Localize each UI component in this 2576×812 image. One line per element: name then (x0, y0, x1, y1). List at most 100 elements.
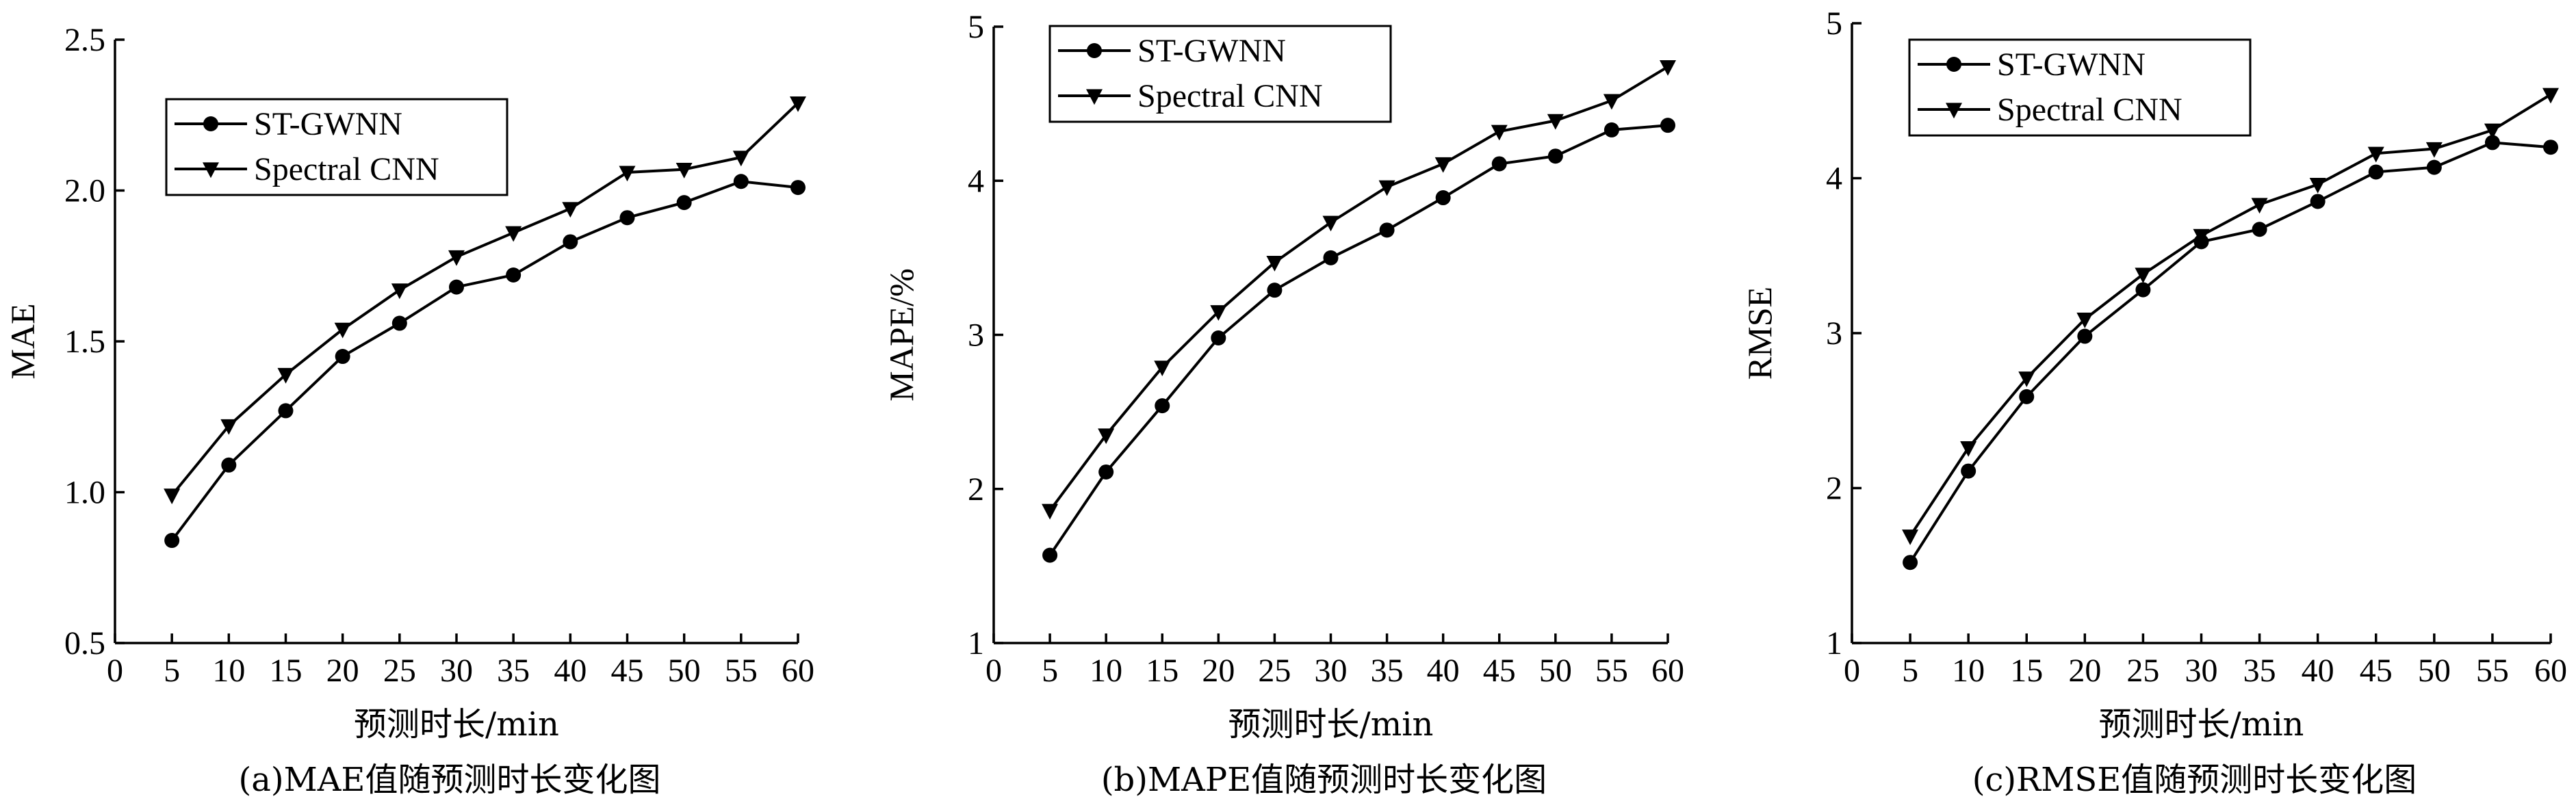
x-tick-label: 10 (212, 653, 245, 689)
data-point-st-gwnn (2368, 164, 2384, 180)
x-tick-label: 0 (1844, 653, 1860, 689)
data-point-spectral-cnn (164, 488, 181, 505)
legend: ST-GWNN Spectral CNN (1908, 38, 2252, 137)
legend-box (1908, 38, 2252, 137)
data-point-st-gwnn (335, 349, 350, 365)
y-tick-label: 2.5 (64, 22, 105, 58)
x-tick-label: 45 (611, 653, 644, 689)
series-line-st-gwnn (1909, 141, 2551, 564)
data-point-spectral-cnn (2484, 123, 2501, 140)
x-tick-label: 50 (2418, 653, 2451, 689)
legend: ST-GWNN Spectral CNN (165, 98, 508, 196)
x-tick-label: 50 (668, 653, 701, 689)
x-tick-label: 35 (2243, 653, 2276, 689)
chart-caption: (a)MAE值随预测时长变化图 (239, 761, 661, 799)
series-line-st-gwnn (170, 180, 799, 542)
x-tick-label: 25 (383, 653, 416, 689)
data-point-spectral-cnn (1960, 441, 1977, 457)
data-point-spectral-cnn (675, 163, 693, 179)
data-point-spectral-cnn (1378, 180, 1395, 196)
data-point-st-gwnn (563, 234, 578, 250)
data-point-st-gwnn (733, 174, 749, 189)
data-point-st-gwnn (1211, 330, 1226, 346)
y-tick-label: 3 (1826, 315, 1842, 352)
data-point-spectral-cnn (1210, 305, 1227, 321)
data-point-spectral-cnn (1154, 361, 1171, 377)
legend-label: Spectral CNN (1137, 78, 1323, 114)
x-tick-label: 30 (2185, 653, 2218, 689)
x-tick-label: 40 (2302, 653, 2334, 689)
data-point-spectral-cnn (2193, 228, 2210, 245)
y-tick-label: 5 (1826, 5, 1842, 42)
x-tick-label: 0 (107, 653, 123, 689)
data-point-spectral-cnn (1547, 114, 1564, 130)
data-point-spectral-cnn (1434, 157, 1452, 173)
data-point-spectral-cnn (1266, 256, 1283, 272)
chart-panel-rmse: 0 5 10 15 20 25 30 35 40 45 50 55 60 1 2 3 4 5 RMSE 预测时长/mi… (1716, 0, 2575, 812)
data-point-st-gwnn (2310, 194, 2326, 209)
y-tick-label: 0.5 (64, 625, 105, 662)
data-point-st-gwnn (676, 195, 692, 211)
y-axis-title: MAE (3, 303, 42, 379)
x-tick-label: 55 (725, 653, 758, 689)
data-point-st-gwnn (221, 457, 237, 473)
x-tick-label: 35 (1371, 653, 1404, 689)
x-tick-label: 20 (326, 653, 359, 689)
x-tick-label: 50 (1539, 653, 1572, 689)
x-axis-title: 预测时长/min (2099, 705, 2304, 744)
x-tick-label: 20 (2068, 653, 2101, 689)
legend-label: Spectral CNN (1997, 92, 2182, 128)
x-tick-label: 0 (986, 653, 1002, 689)
x-tick-label: 15 (1146, 653, 1178, 689)
data-point-spectral-cnn (1603, 94, 1620, 110)
data-point-spectral-cnn (1322, 215, 1339, 232)
data-point-st-gwnn (1042, 547, 1058, 563)
x-tick-label: 35 (497, 653, 530, 689)
data-point-spectral-cnn (220, 419, 237, 435)
data-point-st-gwnn (278, 403, 294, 419)
data-point-spectral-cnn (1042, 503, 1059, 520)
series-line-spectral-cnn (1909, 93, 2552, 537)
x-tick-label: 5 (164, 653, 180, 689)
data-point-st-gwnn (2426, 159, 2442, 175)
x-tick-label: 5 (1042, 653, 1058, 689)
x-tick-label: 20 (1202, 653, 1235, 689)
data-point-st-gwnn (790, 180, 806, 196)
data-point-st-gwnn (1098, 464, 1114, 480)
x-tick-label: 60 (1651, 653, 1684, 689)
data-point-st-gwnn (1155, 398, 1170, 414)
y-axis-title: RMSE (1740, 287, 1779, 380)
x-tick-label: 40 (554, 653, 587, 689)
x-tick-label: 30 (440, 653, 473, 689)
series-line-st-gwnn (1048, 124, 1669, 556)
data-point-st-gwnn (391, 315, 407, 331)
x-tick-label: 40 (1427, 653, 1460, 689)
y-tick-label: 5 (968, 9, 984, 45)
data-point-st-gwnn (1435, 190, 1451, 206)
legend-marker-circle (1946, 57, 1961, 72)
data-point-st-gwnn (1491, 156, 1507, 172)
legend-box (165, 98, 508, 196)
x-tick-label: 15 (270, 653, 302, 689)
y-axis-title: MAPE/% (882, 268, 920, 401)
x-tick-label: 60 (782, 653, 814, 689)
x-tick-label: 10 (1952, 653, 1985, 689)
legend-marker-circle (1087, 43, 1102, 58)
x-tick-label: 10 (1090, 653, 1122, 689)
data-point-spectral-cnn (277, 367, 294, 384)
data-point-st-gwnn (2484, 135, 2500, 150)
x-tick-label: 55 (2476, 653, 2509, 689)
data-point-spectral-cnn (1098, 428, 1115, 445)
data-point-st-gwnn (1267, 283, 1283, 298)
data-point-spectral-cnn (334, 322, 351, 339)
x-tick-label: 5 (1902, 653, 1918, 689)
series-line-spectral-cnn (170, 102, 799, 497)
data-point-st-gwnn (2252, 222, 2267, 237)
y-tick-label: 1.0 (64, 475, 105, 511)
legend-marker-circle (203, 116, 218, 131)
data-point-st-gwnn (1323, 250, 1339, 265)
x-tick-label: 60 (2534, 653, 2567, 689)
data-point-spectral-cnn (505, 226, 522, 242)
data-point-spectral-cnn (732, 150, 749, 167)
data-point-st-gwnn (2019, 389, 2035, 404)
